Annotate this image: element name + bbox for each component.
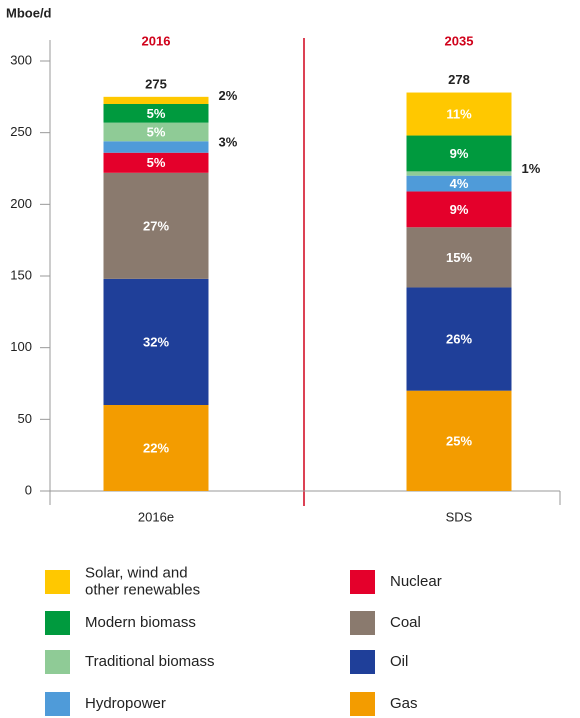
bar-segment bbox=[103, 152, 209, 173]
legend-label: Oil bbox=[390, 653, 408, 670]
data-label: 15% bbox=[446, 250, 472, 265]
y-tick-label: 200 bbox=[10, 196, 32, 211]
bar-segment bbox=[103, 405, 209, 491]
legend-swatch bbox=[350, 692, 375, 716]
data-label: 9% bbox=[450, 146, 469, 161]
y-tick-label: 50 bbox=[18, 411, 32, 426]
legend-swatch bbox=[350, 650, 375, 674]
legend-swatch bbox=[45, 692, 70, 716]
y-tick-label: 100 bbox=[10, 339, 32, 354]
data-label: 1% bbox=[522, 161, 541, 176]
legend-swatch bbox=[45, 570, 70, 594]
legend-label: Hydropower bbox=[85, 695, 166, 712]
total-label: 275 bbox=[145, 76, 167, 91]
data-label: 25% bbox=[446, 433, 472, 448]
data-label: 5% bbox=[147, 106, 166, 121]
y-tick-label: 0 bbox=[25, 482, 32, 497]
bar-segment bbox=[406, 135, 512, 172]
bar-segment bbox=[406, 227, 512, 288]
legend-label: Gas bbox=[390, 695, 418, 712]
data-label: 9% bbox=[450, 202, 469, 217]
data-label: 5% bbox=[147, 155, 166, 170]
x-tick-label: SDS bbox=[446, 509, 473, 524]
bar-segment bbox=[406, 175, 512, 192]
bar-segment bbox=[103, 278, 209, 405]
legend-label: Modern biomass bbox=[85, 614, 196, 631]
legend-swatch bbox=[45, 611, 70, 635]
legend-swatch bbox=[350, 611, 375, 635]
data-label: 26% bbox=[446, 332, 472, 347]
bar-segment bbox=[103, 104, 209, 123]
y-axis-label: Mboe/d bbox=[6, 5, 52, 20]
legend-label: Nuclear bbox=[390, 573, 442, 590]
bar-segment bbox=[103, 122, 209, 142]
legend-label: Coal bbox=[390, 614, 421, 631]
data-label: 11% bbox=[446, 106, 472, 121]
bar-segment bbox=[406, 287, 512, 391]
data-label: 32% bbox=[143, 334, 169, 349]
total-label: 278 bbox=[448, 72, 470, 87]
bar-segment bbox=[103, 96, 209, 104]
data-label: 2% bbox=[219, 88, 238, 103]
column-header: 2035 bbox=[445, 33, 474, 48]
legend-swatch bbox=[350, 570, 375, 594]
y-tick-label: 250 bbox=[10, 124, 32, 139]
data-label: 3% bbox=[219, 134, 238, 149]
bar-segment bbox=[406, 390, 512, 491]
bar-segment bbox=[406, 191, 512, 228]
bar-segment bbox=[406, 171, 512, 176]
legend-label: Solar, wind and other renewables bbox=[85, 564, 200, 598]
legend-swatch bbox=[45, 650, 70, 674]
bar-segment bbox=[103, 172, 209, 279]
legend-label: Traditional biomass bbox=[85, 653, 215, 670]
bar-segment bbox=[406, 92, 512, 136]
y-tick-label: 300 bbox=[10, 52, 32, 67]
data-label: 22% bbox=[143, 440, 169, 455]
bar-segment bbox=[103, 141, 209, 153]
data-label: 4% bbox=[450, 176, 469, 191]
data-label: 5% bbox=[147, 124, 166, 139]
x-tick-label: 2016e bbox=[138, 509, 174, 524]
data-label: 27% bbox=[143, 218, 169, 233]
column-header: 2016 bbox=[142, 33, 171, 48]
y-tick-label: 150 bbox=[10, 267, 32, 282]
